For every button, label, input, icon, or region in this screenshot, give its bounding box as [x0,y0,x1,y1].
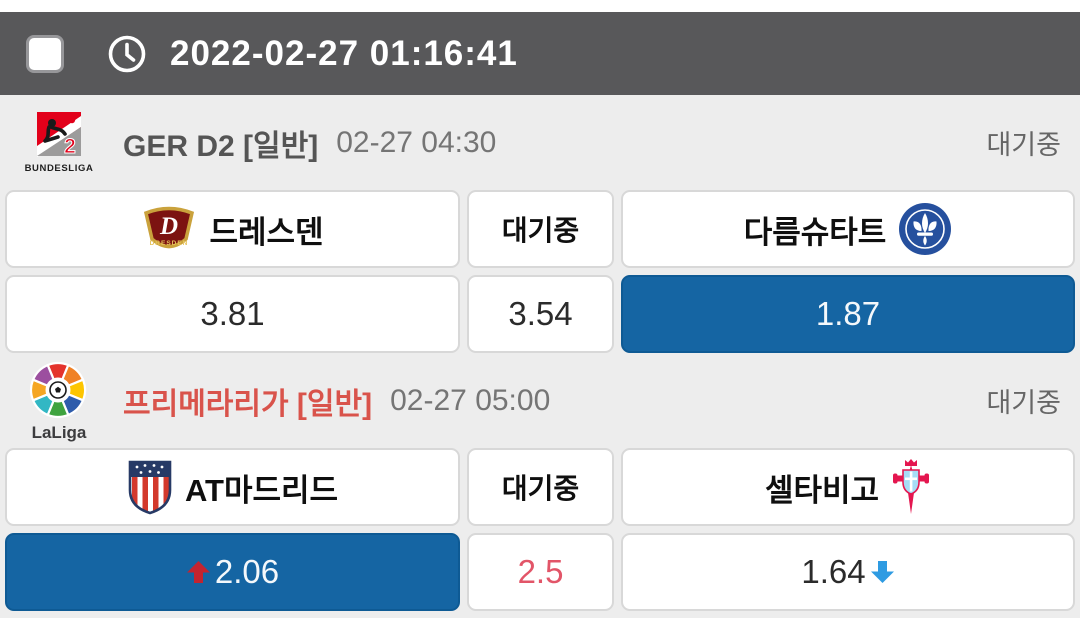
odds-draw-value: 2.5 [517,553,564,590]
match-start-time: 02-27 05:00 [390,383,551,417]
away-team-name: 다름슈타트 [743,214,887,250]
teams-row-2: AT마드리드 대기중 셀타비고 [5,448,1075,526]
odds-away-value: 1.87 [815,295,881,332]
svg-text:DRESDEN: DRESDEN [150,240,189,247]
current-datetime: 2022-02-27 01:16:41 [170,33,518,73]
league-name: 프리메라리가 [일반] [123,387,373,421]
dynamo-dresden-crest-icon: D DRESDEN [141,201,197,257]
odds-away-button[interactable]: 1.64 [621,533,1075,611]
top-strip [0,0,1080,12]
match-section-1: 2 BUNDESLIGA GER D2 [일반] 02-27 04:30 대기중… [5,95,1075,353]
odds-away-value: 1.64 [801,553,866,590]
svg-text:D: D [159,213,178,240]
celta-vigo-crest-icon [891,458,931,516]
trend-up-icon [186,559,211,585]
odds-home-value: 3.81 [200,295,265,332]
odds-home-button[interactable]: 3.81 [5,275,460,353]
odds-row-1: 3.81 3.54 1.87 [5,275,1075,353]
darmstadt-98-crest-icon [898,202,952,256]
home-team-cell: D DRESDEN 드레스덴 [5,190,460,268]
center-status-cell: 대기중 [467,190,614,268]
league-header-2: LaLiga 프리메라리가 [일반] 02-27 05:00 대기중 [5,353,1075,448]
odds-draw-button[interactable]: 2.5 [467,533,614,611]
match-status: 대기중 [986,130,1061,160]
match-start-time: 02-27 04:30 [336,125,497,159]
league-header-1: 2 BUNDESLIGA GER D2 [일반] 02-27 04:30 대기중 [5,95,1075,190]
odds-home-value: 2.06 [214,553,280,590]
center-status-cell: 대기중 [467,448,614,526]
odds-draw-value: 3.54 [508,295,573,332]
center-status-label: 대기중 [501,215,580,246]
odds-away-button-selected[interactable]: 1.87 [621,275,1075,353]
away-team-name: 셀타비고 [764,472,880,508]
laliga-logo-icon: LaLiga [17,360,101,442]
atletico-madrid-crest-icon [127,459,173,515]
away-team-cell: 다름슈타트 [621,190,1075,268]
home-team-cell: AT마드리드 [5,448,460,526]
teams-row-1: D DRESDEN 드레스덴 대기중 다름슈타트 [5,190,1075,268]
center-status-label: 대기중 [501,473,580,504]
league-name: GER D2 [일반] [123,129,319,163]
match-status: 대기중 [986,388,1061,418]
odds-draw-button[interactable]: 3.54 [467,275,614,353]
bundesliga-2-logo-icon: 2 BUNDESLIGA [17,110,101,176]
trend-down-icon [870,559,895,585]
match-list: 2 BUNDESLIGA GER D2 [일반] 02-27 04:30 대기중… [0,95,1080,611]
odds-home-button-selected[interactable]: 2.06 [5,533,460,611]
svg-text:LaLiga: LaLiga [32,423,87,442]
app-bar: 2022-02-27 01:16:41 [0,12,1080,95]
svg-text:BUNDESLIGA: BUNDESLIGA [25,163,93,174]
home-team-name: AT마드리드 [184,472,339,508]
svg-text:2: 2 [64,135,76,158]
away-team-cell: 셀타비고 [621,448,1075,526]
home-team-name: 드레스덴 [209,214,324,250]
select-all-checkbox[interactable] [26,34,64,73]
clock-icon [106,33,148,75]
match-section-2: LaLiga 프리메라리가 [일반] 02-27 05:00 대기중 [5,353,1075,611]
odds-row-2: 2.06 2.5 1.64 [5,533,1075,611]
